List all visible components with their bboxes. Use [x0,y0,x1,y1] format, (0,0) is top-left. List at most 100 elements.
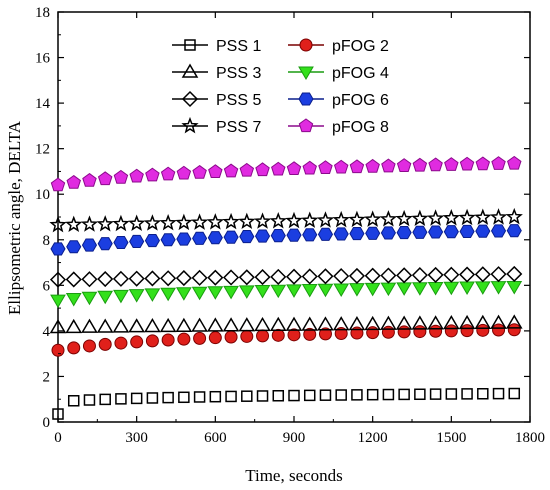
data-point [428,157,443,172]
data-point [178,391,190,404]
data-point [192,164,207,179]
data-point [411,267,428,284]
data-point [317,268,334,285]
data-point [112,270,129,287]
data-point [175,270,192,287]
data-point [115,393,127,405]
series-pfog-8 [50,155,522,192]
data-point [349,227,365,241]
x-tick-label: 600 [204,430,227,446]
data-point [130,392,143,405]
data-point [50,294,66,309]
data-point [364,267,381,284]
data-point [412,225,428,239]
legend-marker [184,39,196,51]
legend-label: PSS 7 [216,119,261,136]
data-point [489,208,508,225]
data-point [49,318,67,334]
data-point [255,162,270,177]
y-tick-label: 18 [35,5,50,21]
data-point [459,156,475,171]
y-tick-label: 0 [43,415,51,431]
data-point [269,212,287,229]
legend-label: pFOG 8 [332,119,389,136]
data-point [191,269,208,286]
series-pfog-4 [50,280,523,309]
data-point [317,283,334,298]
legend-item-pfog-8: pFOG 8 [288,118,389,136]
data-point [398,388,410,401]
data-point [364,315,381,331]
data-point [301,211,319,228]
data-point [349,159,365,174]
data-point [50,177,66,192]
data-point [80,215,99,232]
data-point [459,266,476,283]
data-point [490,314,507,329]
y-tick-label: 10 [35,187,50,203]
data-point [364,282,381,297]
data-point [380,315,397,330]
data-point [443,266,460,283]
plot-frame [57,11,531,423]
data-point [444,157,459,171]
y-axis-ticks: 0 2 4 6 8 10 12 14 16 18 [35,5,530,431]
data-point [286,161,302,175]
data-point [175,287,192,301]
data-point [209,390,222,403]
data-point [461,388,473,400]
data-point [175,213,193,231]
data-point [429,324,443,338]
legend-item-pfog-4: pFOG 4 [288,65,389,82]
legend-item-pss-1: PSS 1 [172,38,261,55]
y-tick-label: 2 [43,369,51,385]
data-point [270,229,286,243]
data-point [240,329,254,343]
data-point [66,174,81,189]
data-point [113,289,129,304]
data-marks [49,155,523,420]
data-point [271,328,285,342]
data-point [319,389,332,401]
data-point [113,169,129,184]
data-point [97,171,113,186]
x-tick-label: 0 [54,430,62,446]
data-point [443,281,460,296]
data-point [506,224,522,238]
y-tick-label: 12 [35,142,50,158]
data-point [382,388,395,401]
data-point [285,211,303,229]
data-point [490,224,507,238]
data-point [458,208,476,226]
data-point [286,284,302,298]
data-point [411,315,429,330]
data-point [144,318,161,333]
x-tick-label: 300 [125,430,148,446]
data-point [238,269,255,286]
data-point [83,394,96,406]
data-point [458,314,476,330]
data-point [97,270,114,288]
data-point [144,270,161,287]
data-point [287,328,301,342]
data-point [445,388,458,400]
data-point [51,343,65,357]
data-point [396,267,413,284]
data-point [380,267,397,284]
legend-item-pss-3: PSS 3 [172,63,261,82]
data-point [490,266,507,283]
data-point [381,158,396,173]
data-point [442,209,460,226]
data-point [474,281,491,295]
data-point [411,209,429,226]
y-axis-label: Ellipsometric angle, DELTA [5,120,24,315]
data-point [459,224,475,238]
data-point [348,267,365,284]
data-point [443,225,459,239]
data-point [317,227,334,241]
data-point [332,210,350,228]
data-point [318,327,332,341]
data-point [128,214,146,231]
data-point [192,231,208,245]
data-point [366,388,379,401]
